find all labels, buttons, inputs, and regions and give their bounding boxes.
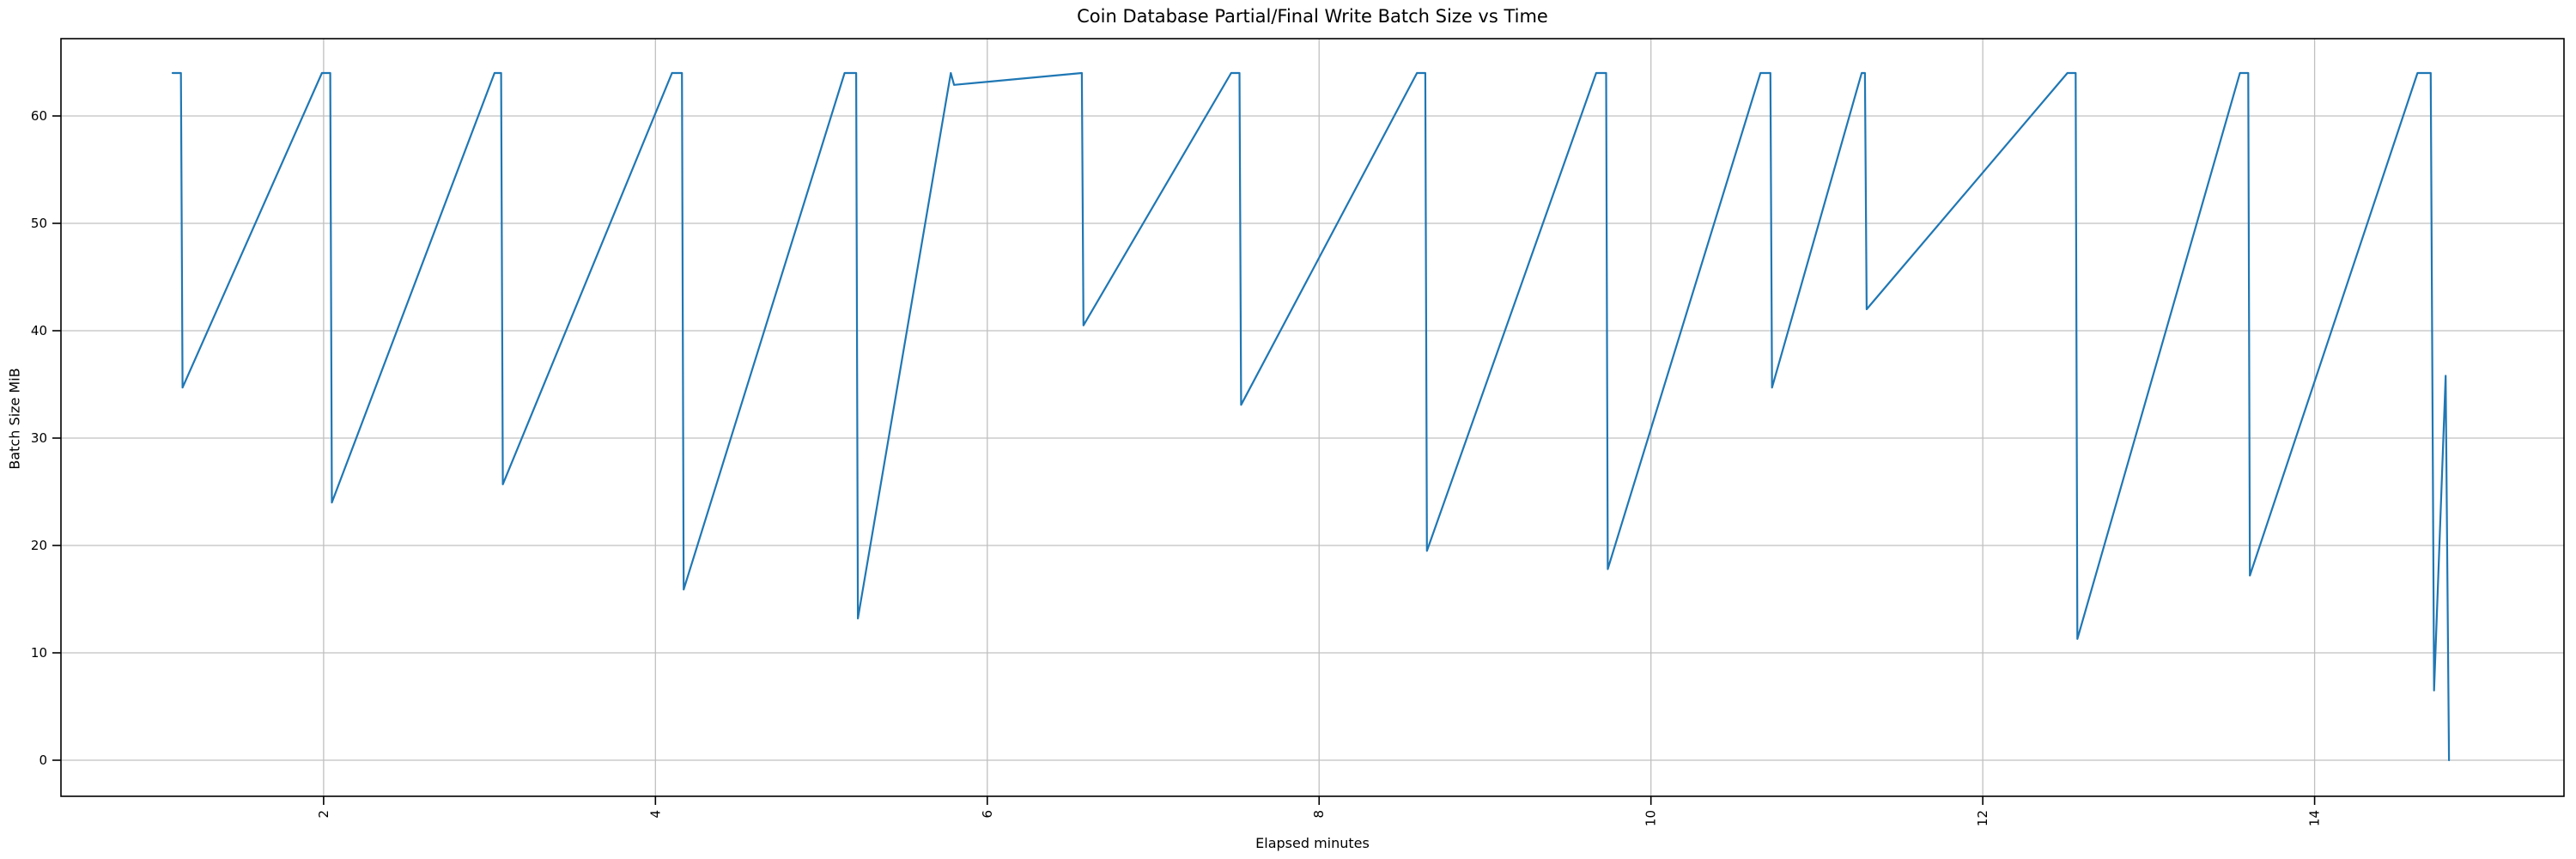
- x-tick-label: 14: [2307, 810, 2323, 826]
- y-tick-label: 10: [31, 645, 47, 661]
- x-axis-label: Elapsed minutes: [1255, 835, 1370, 851]
- x-tick-label: 8: [1311, 810, 1327, 819]
- plot-border: [60, 38, 2565, 797]
- x-tick-label: 6: [980, 810, 995, 819]
- x-tick-label: 12: [1975, 810, 1990, 826]
- y-tick-label: 60: [31, 108, 47, 124]
- y-tick-label: 50: [31, 216, 47, 231]
- series-line-write-batch-size: [171, 71, 2451, 762]
- y-tick-label: 30: [31, 430, 47, 446]
- y-tick-label: 40: [31, 323, 47, 338]
- y-axis-label: Batch Size MiB: [6, 368, 23, 470]
- y-tick-label: 20: [31, 538, 47, 553]
- x-tick-label: 10: [1643, 810, 1659, 826]
- chart-title: Coin Database Partial/Final Write Batch …: [1077, 6, 1548, 27]
- y-tick-label: 0: [39, 752, 47, 768]
- x-tick-label: 4: [647, 810, 663, 819]
- x-tick-label: 2: [316, 810, 331, 819]
